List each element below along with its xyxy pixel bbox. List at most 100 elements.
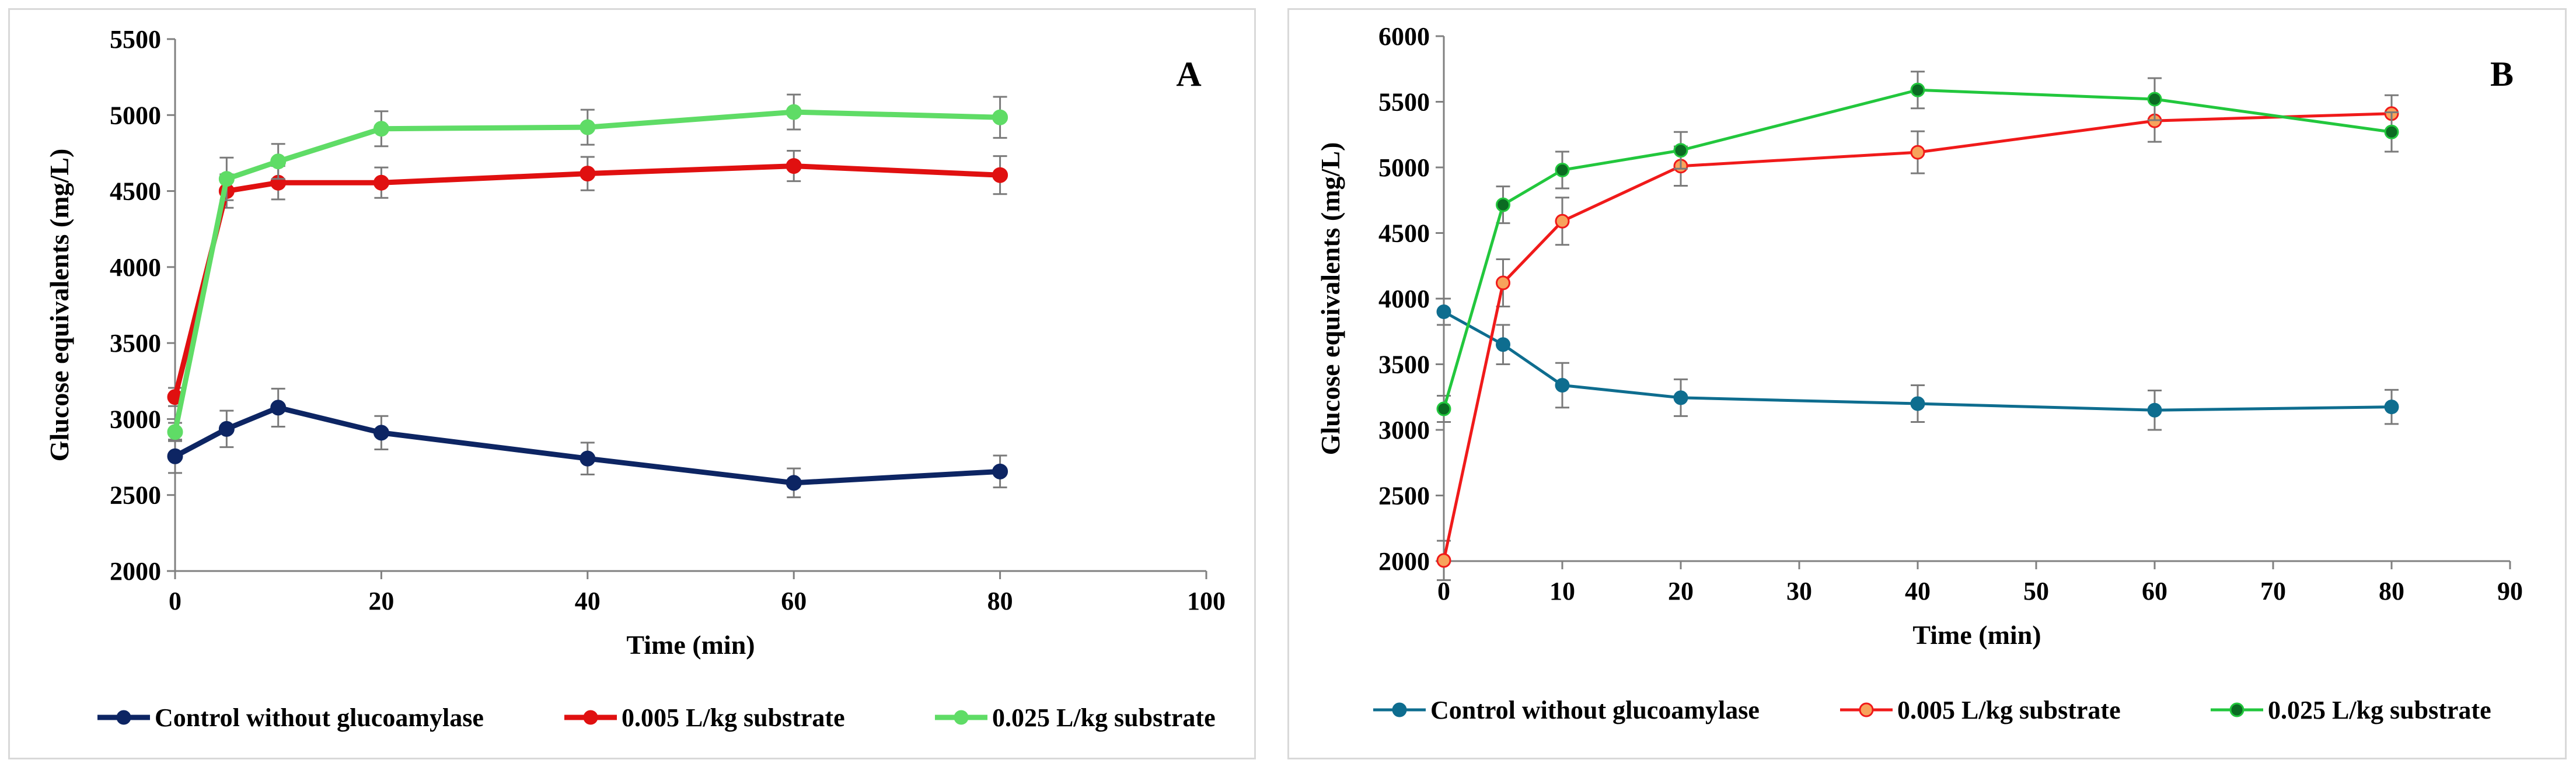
chart-b-panel-label: B: [2490, 55, 2514, 93]
chart-a-panel-label: A: [1176, 55, 1201, 93]
chart-a-legend-swatch-marker: [583, 710, 598, 725]
chart-a-legend-item: Control without glucoamylase: [97, 703, 484, 732]
chart-a-data-point: [580, 166, 596, 182]
chart-a-data-point: [167, 448, 183, 464]
chart-b-legend-label: Control without glucoamylase: [1430, 696, 1760, 724]
chart-b-y-tick-label: 4000: [1378, 285, 1430, 313]
chart-b-data-point: [1436, 304, 1451, 319]
chart-b-y-tick-label: 3500: [1378, 351, 1430, 379]
chart-b-data-point: [1496, 275, 1510, 290]
chart-a-data-point: [580, 119, 596, 135]
chart-a-y-tick-label: 3500: [110, 329, 161, 358]
chart-b-data-point: [1436, 401, 1451, 416]
chart-a-data-point: [373, 425, 389, 441]
chart-b-data-point: [1910, 145, 1925, 160]
chart-b-data-point: [1555, 378, 1570, 393]
chart-panel-a: 2000 2500 3000 3500 4000 4500 5000 5500 0 20 40 60 8…: [8, 8, 1256, 759]
chart-b-data-point: [1673, 143, 1688, 158]
chart-a-y-tick-label: 2500: [110, 481, 161, 510]
chart-b-data-point: [1555, 213, 1570, 229]
chart-a-y-tick-label: 5000: [110, 101, 161, 129]
chart-b-legend-label: 0.005 L/kg substrate: [1897, 696, 2121, 724]
chart-a-y-tick-label: 4500: [110, 177, 161, 206]
chart-a-data-point: [218, 421, 235, 437]
chart-a-data-point: [373, 174, 389, 191]
chart-b-legend-swatch-marker: [1392, 702, 1407, 717]
chart-a-svg: 2000 2500 3000 3500 4000 4500 5000 5500 0 20 40 60 8…: [44, 25, 1226, 732]
chart-a-legend-item: 0.025 L/kg substrate: [935, 703, 1216, 732]
chart-b-x-tick-label: 30: [1786, 577, 1812, 605]
chart-b-legend-label: 0.025 L/kg substrate: [2268, 696, 2491, 724]
chart-b-y-axis-title: Glucose equivalents (mg/L): [1315, 142, 1345, 456]
chart-b-y-tick-label: 3000: [1378, 416, 1430, 444]
chart-b-legend-item: 0.025 L/kg substrate: [2211, 696, 2491, 724]
chart-b-data-point: [1910, 82, 1925, 97]
chart-a-legend-label: Control without glucoamylase: [155, 703, 484, 732]
chart-b-series-3: [1436, 71, 2399, 423]
chart-a-data-point: [270, 153, 287, 170]
chart-b-y-tick-label: 5500: [1378, 88, 1430, 117]
chart-b-x-tick-label: 90: [2497, 577, 2523, 605]
chart-b-legend-item: 0.005 L/kg substrate: [1840, 696, 2121, 724]
chart-b-y-tick-label: 6000: [1378, 22, 1430, 51]
chart-a-data-point: [992, 167, 1008, 183]
chart-b-x-tick-label: 20: [1668, 577, 1694, 605]
chart-a-series-line: [172, 163, 1000, 398]
chart-a-y-axis-title: Glucose equivalents (mg/L): [44, 149, 74, 462]
chart-a-legend-swatch-marker: [116, 710, 131, 725]
chart-b-legend-item: Control without glucoamylase: [1373, 696, 1760, 724]
chart-a-x-tick-label: 20: [368, 587, 394, 615]
chart-b-data-point: [1673, 390, 1688, 405]
chart-a-series-2: [167, 150, 1008, 407]
chart-a-legend-label: 0.025 L/kg substrate: [992, 703, 1216, 732]
chart-b-data-point: [1910, 396, 1925, 411]
chart-a-data-point: [270, 400, 287, 416]
chart-b-data-point: [1496, 197, 1510, 212]
chart-b-data-point: [2384, 124, 2399, 139]
chart-a-x-tick-label: 0: [169, 587, 181, 615]
chart-b-x-tick-label: 10: [1549, 577, 1575, 605]
chart-a-data-point: [580, 450, 596, 467]
chart-a-data-point: [992, 463, 1008, 479]
chart-b-y-tick-label: 4500: [1378, 219, 1430, 248]
chart-a-series-1: [167, 387, 1008, 499]
chart-a-data-point: [786, 158, 802, 174]
chart-a-legend-item: 0.005 L/kg substrate: [564, 703, 845, 732]
chart-a-data-point: [992, 109, 1008, 125]
chart-a-y-tick-label: 3000: [110, 405, 161, 433]
chart-a-data-point: [373, 121, 389, 137]
chart-b-x-tick-label: 80: [2379, 577, 2404, 605]
chart-b-y-tick-label: 5000: [1378, 153, 1430, 182]
chart-a-x-tick-label: 80: [987, 587, 1013, 615]
chart-b-series-line: [1442, 112, 2392, 561]
chart-b-x-axis-title: Time (min): [1912, 620, 2041, 650]
chart-a-legend-label: 0.005 L/kg substrate: [622, 703, 845, 732]
chart-b-svg: 2000 2500 3000 3500 4000 4500 5000 5500 6000 0 10 2…: [1315, 22, 2523, 724]
chart-a-legend-swatch-marker: [954, 710, 969, 725]
chart-a-y-tick-label: 4000: [110, 253, 161, 282]
chart-a-data-point: [786, 104, 802, 120]
chart-a-data-point: [167, 424, 183, 440]
chart-b-data-point: [2147, 402, 2162, 418]
chart-b-legend-swatch-marker: [2229, 702, 2245, 717]
chart-b-y-tick-label: 2000: [1378, 547, 1430, 576]
chart-b-legend-swatch-marker: [1859, 702, 1874, 717]
chart-a-x-tick-label: 100: [1187, 587, 1226, 615]
chart-a-x-tick-label: 60: [781, 587, 807, 615]
chart-panel-b: 2000 2500 3000 3500 4000 4500 5000 5500 6000 0 10 2…: [1287, 8, 2567, 759]
chart-b-y-tick-label: 2500: [1378, 482, 1430, 510]
chart-a-y-tick-label: 2000: [110, 557, 161, 586]
chart-b-data-point: [1436, 553, 1451, 568]
chart-b-legend: Control without glucoamylase 0.005 L/kg s…: [1373, 696, 2491, 724]
chart-a-legend: Control without glucoamylase 0.005 L/kg s…: [97, 703, 1216, 732]
chart-a-x-tick-label: 40: [575, 587, 601, 615]
chart-b-data-point: [1496, 337, 1510, 352]
chart-b-x-tick-label: 70: [2260, 577, 2286, 605]
chart-a-y-tick-label: 5500: [110, 25, 161, 54]
chart-b-data-point: [2147, 92, 2162, 107]
chart-b-x-tick-label: 60: [2142, 577, 2167, 605]
chart-b-data-point: [1555, 163, 1570, 177]
chart-b-series-1: [1436, 297, 2399, 431]
chart-b-data-point: [2384, 400, 2399, 415]
chart-b-x-tick-label: 50: [2023, 577, 2049, 605]
